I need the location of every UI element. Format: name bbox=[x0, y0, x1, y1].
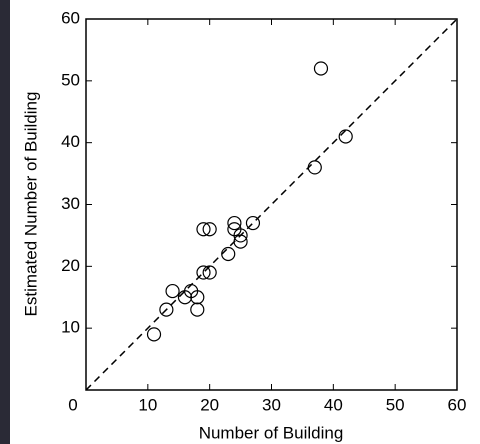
y-tick-label: 40 bbox=[61, 132, 80, 151]
point bbox=[146, 327, 162, 342]
point bbox=[196, 265, 211, 280]
point bbox=[313, 61, 329, 76]
point bbox=[338, 129, 353, 144]
point bbox=[221, 246, 236, 262]
y-axis-label: Estimated Number of Building bbox=[21, 92, 40, 317]
x-tick-label: 0 bbox=[68, 395, 77, 414]
x-tick-label: 10 bbox=[138, 395, 157, 414]
point bbox=[245, 215, 261, 231]
point bbox=[196, 222, 211, 237]
point bbox=[159, 302, 174, 317]
point bbox=[190, 290, 205, 305]
point bbox=[233, 228, 248, 243]
x-axis-label: Number of Building bbox=[199, 423, 344, 442]
x-tick-label: 50 bbox=[386, 395, 405, 414]
y-tick-label: 50 bbox=[61, 70, 80, 89]
x-tick-label: 40 bbox=[324, 395, 343, 414]
y-tick-label: 20 bbox=[61, 256, 80, 275]
identity-line bbox=[85, 18, 458, 391]
point bbox=[190, 302, 205, 317]
y-tick-label: 10 bbox=[61, 318, 80, 337]
point bbox=[202, 222, 217, 237]
point bbox=[202, 265, 217, 280]
point bbox=[227, 215, 242, 231]
point bbox=[307, 160, 322, 175]
x-tick-label: 30 bbox=[262, 395, 281, 414]
background-strip bbox=[0, 0, 10, 444]
y-tick-label: 60 bbox=[61, 8, 80, 27]
point bbox=[233, 234, 248, 249]
x-tick-label: 20 bbox=[200, 395, 219, 414]
point bbox=[165, 283, 180, 299]
x-tick-label: 60 bbox=[448, 395, 467, 414]
y-tick-label: 30 bbox=[61, 194, 80, 213]
